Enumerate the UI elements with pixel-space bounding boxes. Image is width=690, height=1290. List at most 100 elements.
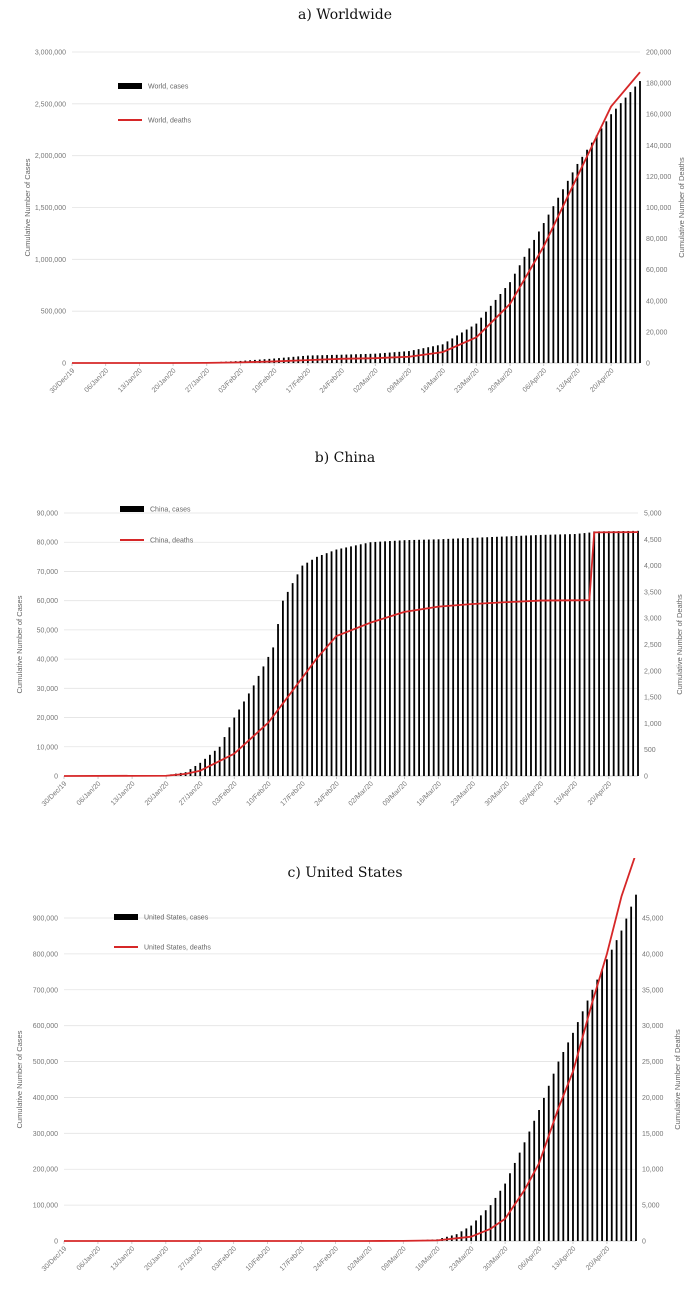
legend-label-deaths: World, deaths [148,118,192,125]
y-tick-label-right: 3,500 [644,589,662,596]
y-tick-label-left: 400,000 [33,1095,58,1102]
deaths-line [63,531,639,777]
y-tick-label-left: 80,000 [37,540,59,547]
case-bar [542,223,545,363]
deaths-line [63,858,636,1242]
cases-bars [203,894,637,1241]
case-bar [572,1032,574,1241]
case-bar [364,543,367,776]
y-tick-label-left: 50,000 [37,627,59,634]
y-tick-label-left: 2,500,000 [35,101,66,108]
y-tick-label-right: 4,500 [644,537,662,544]
case-bar [564,534,566,776]
x-tick-label: 16/Mar/20 [420,367,447,394]
y-axis-title-right: Cumulative Number of Deaths [677,157,686,258]
case-bar [457,538,459,776]
case-bar [491,537,493,776]
case-bar [578,533,581,776]
case-bar [617,531,620,776]
case-bar [436,345,439,363]
case-bar [359,544,362,776]
y-axis-title-right: Cumulative Number of Deaths [675,594,684,695]
x-tick-label: 10/Feb/20 [245,780,272,807]
chart-china: 0 10,000 20,000 30,000 40,000 50,000 60,000 70,… [15,506,684,808]
case-bar [470,1225,473,1241]
y-tick-label-right: 45,000 [642,916,664,923]
case-bar [573,534,576,776]
case-bar [325,553,328,776]
panel-china: b) China 0 10,000 20,000 30,000 40,000 50,000… [0,443,690,848]
case-bar [639,81,641,363]
case-bar [586,1000,589,1241]
case-bar [601,969,603,1241]
x-tick-label: 30/Dec/19 [41,1245,69,1273]
legend: World, cases World, deaths [118,83,192,125]
case-bar [547,1085,550,1241]
legend-label-cases: World, cases [148,84,189,91]
case-bar [460,1231,463,1241]
case-bar [538,231,540,363]
case-bar [374,541,377,776]
case-bar [484,1210,487,1241]
case-bar [620,930,623,1241]
case-bar [427,539,430,776]
y-tick-label-right: 5,000 [644,511,662,518]
x-tick-label: 03/Feb/20 [211,1245,238,1272]
case-bar [533,1120,536,1241]
case-bar [566,180,569,363]
case-bar [267,656,270,776]
x-tick-label: 10/Feb/20 [251,367,278,394]
case-bar [583,533,586,776]
y-tick-label-right: 500 [644,747,656,754]
x-tick-label: 13/Jan/20 [110,780,137,807]
x-tick-label: 24/Feb/20 [314,780,341,807]
y-tick-label-right: 140,000 [646,143,671,150]
case-bar [538,1110,540,1241]
x-tick-label: 13/Jan/20 [117,367,144,394]
y-tick-label-right: 1,000 [644,721,662,728]
case-bar [489,1205,492,1241]
case-bar [635,894,637,1241]
case-bar [398,540,401,776]
y-tick-label-left: 200,000 [33,1167,58,1174]
case-bar [252,685,255,776]
case-bar [549,534,552,776]
case-bar [610,949,613,1241]
legend: China, cases China, deaths [120,506,194,545]
x-tick-label: 17/Feb/20 [280,780,307,807]
y-tick-label-left: 1,500,000 [35,205,66,212]
case-bar [481,537,484,776]
y-tick-label-left: 60,000 [37,598,59,605]
x-tick-label: 20/Apr/20 [585,1245,611,1271]
x-tick-label: 27/Jan/20 [185,367,212,394]
case-bar [306,562,309,776]
x-tick-label: 30/Mar/20 [487,367,514,394]
case-bar [286,591,289,776]
y-tick-label-right: 25,000 [642,1059,664,1066]
case-bar [530,535,532,776]
y-tick-label-right: 100,000 [646,205,671,212]
y-tick-label-right: 5,000 [642,1203,660,1210]
case-bar [243,701,245,776]
case-bar [471,537,474,776]
y-tick-label-right: 10,000 [642,1167,664,1174]
x-tick-label: 20/Jan/20 [144,1245,171,1272]
case-bar [446,341,449,363]
x-tick-label: 06/Apr/20 [519,780,545,806]
chart-united-states: 0 100,000 200,000 300,000 400,000 500,000 600,… [15,858,682,1273]
case-bar [600,128,603,363]
case-bar [632,530,635,776]
case-bar [461,538,464,776]
x-tick-label: 06/Apr/20 [522,367,548,393]
case-bar [525,535,528,776]
case-bar [571,172,574,363]
cases-bars [67,530,639,776]
panel-title: c) United States [287,865,403,881]
y-tick-label-right: 35,000 [642,987,664,994]
case-bar [403,540,406,776]
case-bar [595,135,598,363]
y-tick-label-right: 2,000 [644,668,662,675]
case-bar [624,97,627,364]
panel-title: a) Worldwide [298,7,392,23]
x-tick-label: 30/Mar/20 [484,780,511,807]
